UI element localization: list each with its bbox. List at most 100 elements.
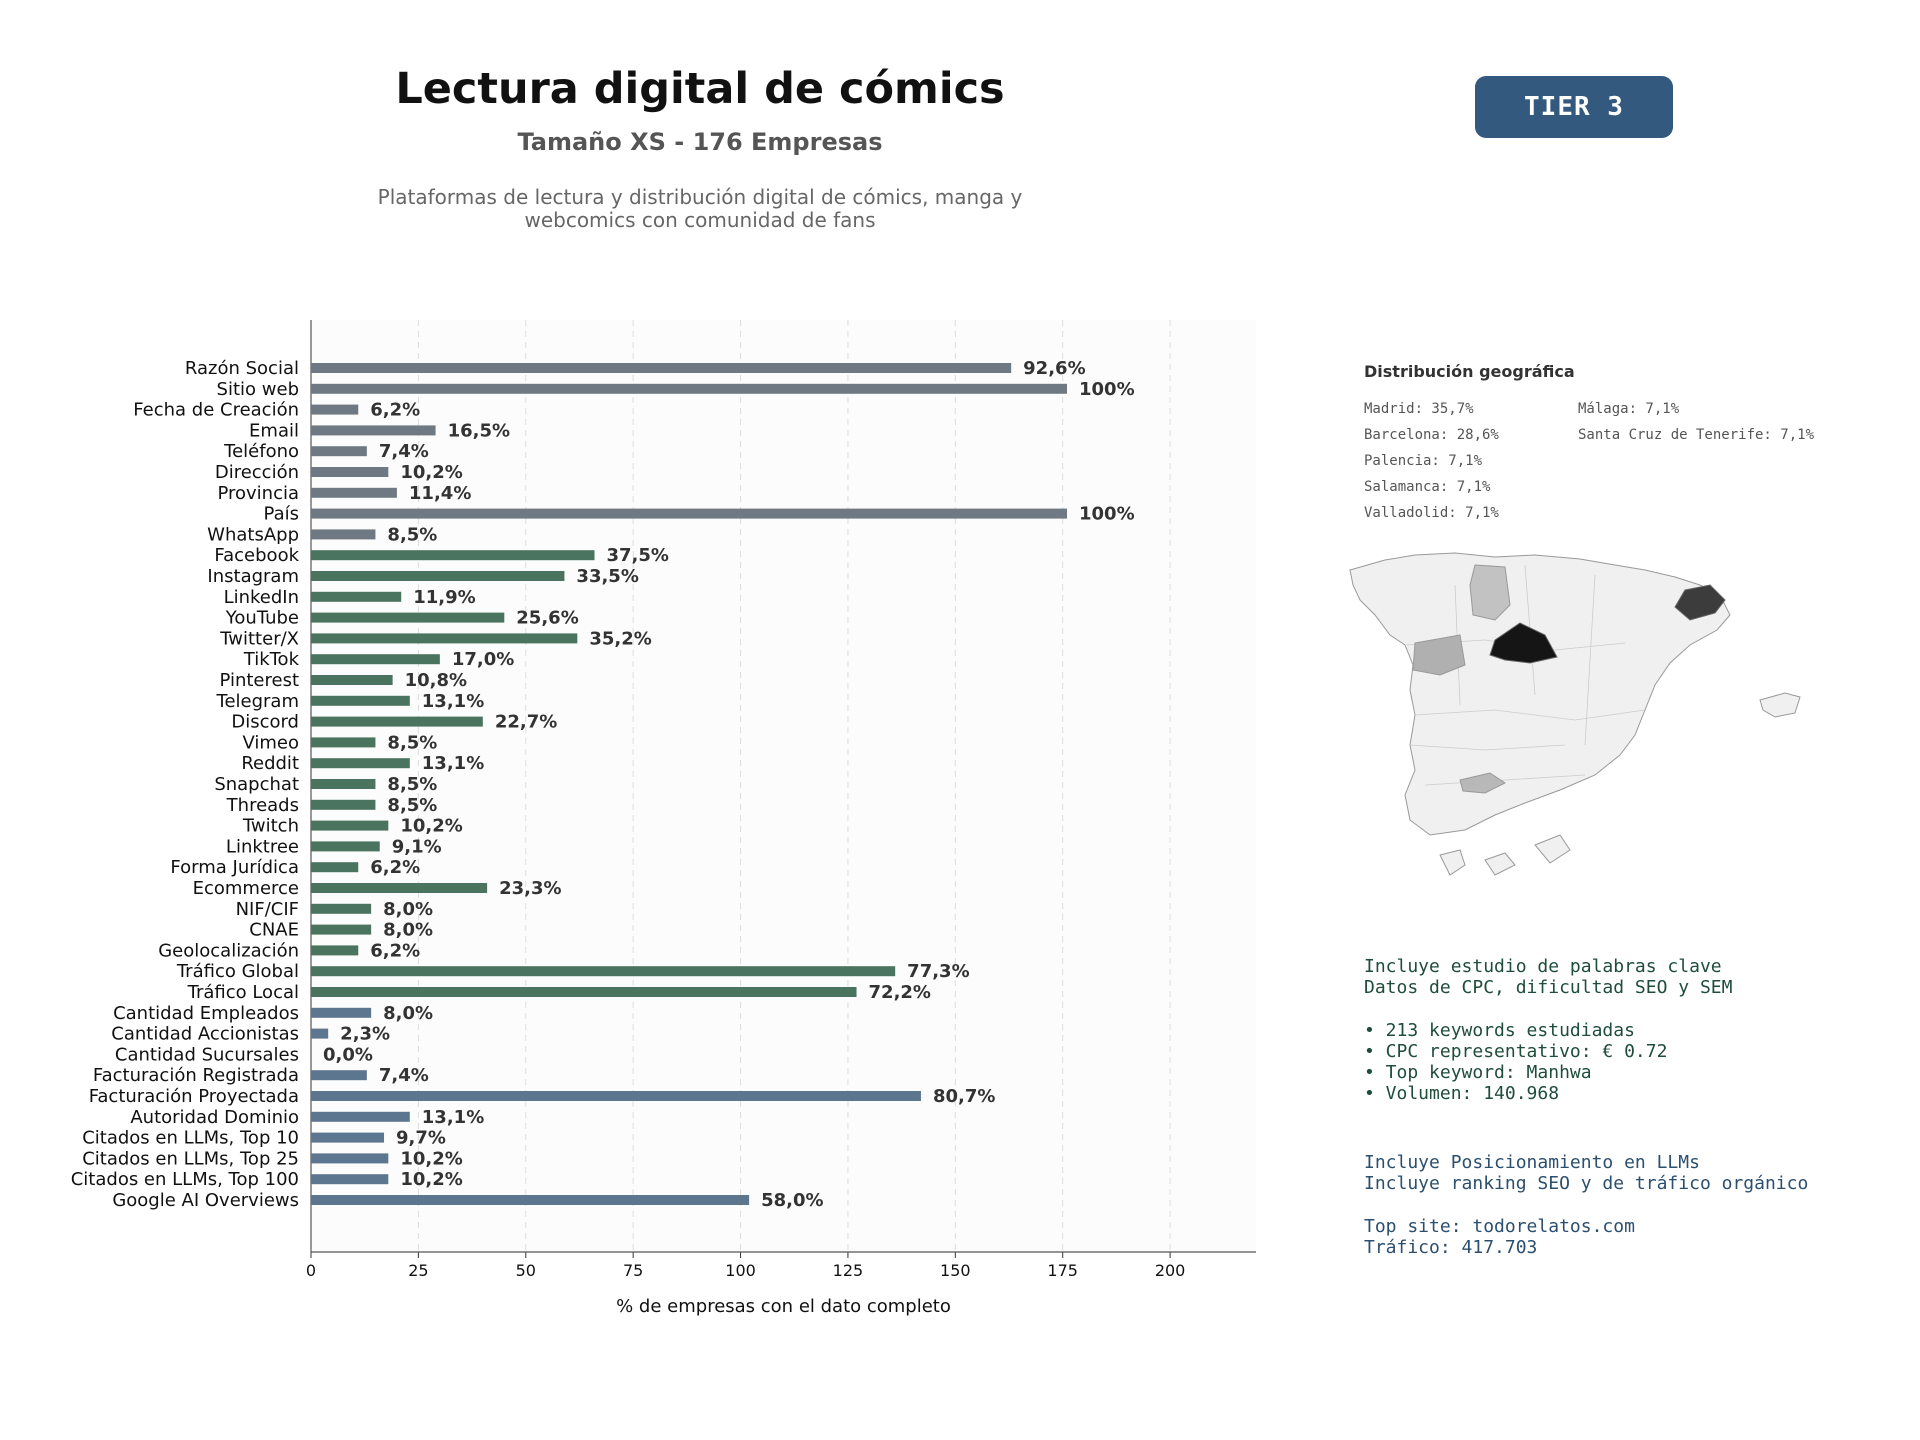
category-label: Facturación Proyectada [89, 1086, 299, 1107]
bar [311, 1028, 329, 1039]
x-tick-label: 0 [306, 1261, 316, 1280]
bar [311, 425, 436, 436]
bar [311, 924, 372, 935]
data-label: 6,2% [370, 857, 420, 878]
category-label: Tráfico Local [187, 982, 299, 1003]
data-label: 100% [1079, 379, 1135, 400]
x-tick-label: 100 [725, 1261, 756, 1280]
bar [311, 987, 857, 997]
bar [311, 862, 359, 873]
category-label: Cantidad Empleados [113, 1003, 299, 1024]
bar [311, 1091, 921, 1101]
category-label: Teléfono [223, 441, 299, 462]
data-label: 17,0% [452, 649, 514, 670]
bar [311, 654, 440, 665]
data-label: 37,5% [607, 545, 669, 566]
bar [311, 487, 397, 498]
category-label: Discord [231, 712, 299, 733]
data-label: 8,0% [383, 1003, 433, 1024]
category-label: WhatsApp [207, 524, 299, 545]
keywords-bullet-4: • Volumen: 140.968 [1364, 1083, 1560, 1104]
bar [311, 591, 402, 602]
x-tick-label: 200 [1155, 1261, 1186, 1280]
bar [311, 945, 359, 956]
data-label: 7,4% [379, 441, 429, 462]
bar [311, 1153, 389, 1164]
x-tick-label: 150 [940, 1261, 971, 1280]
category-label: Reddit [241, 753, 299, 774]
bar [311, 550, 595, 561]
category-label: TikTok [243, 649, 300, 670]
data-label: 8,5% [387, 524, 437, 545]
bar-chart: 0 25 50 75 100 125 150 175 200 % de empresas con … [71, 320, 1256, 1317]
data-label: 92,6% [1023, 358, 1085, 379]
bar [311, 404, 359, 415]
bar [311, 841, 380, 852]
category-label: Facturación Registrada [93, 1065, 299, 1086]
bar [311, 1132, 385, 1143]
bar [311, 883, 488, 893]
category-label: Citados en LLMs, Top 10 [82, 1128, 299, 1149]
category-label: Vimeo [242, 732, 299, 753]
map-region-salamanca [1412, 634, 1466, 676]
data-label: 11,9% [413, 587, 475, 608]
x-axis-label: % de empresas con el dato completo [616, 1296, 951, 1317]
x-tick-label: 175 [1047, 1261, 1078, 1280]
category-label: Citados en LLMs, Top 100 [71, 1169, 299, 1190]
keywords-line-2: Datos de CPC, dificultad SEO y SEM [1364, 977, 1733, 998]
bar [311, 695, 410, 706]
bar [311, 820, 389, 831]
category-label: Cantidad Accionistas [111, 1024, 299, 1045]
category-label: Provincia [217, 483, 299, 504]
map-canarias-3 [1534, 834, 1571, 864]
geo-title: Distribución geográfica [1364, 362, 1575, 381]
category-label: Cantidad Sucursales [115, 1044, 299, 1065]
map-region-madrid [1489, 622, 1558, 664]
data-label: 9,7% [396, 1128, 446, 1149]
geo-item-palencia: Palencia: 7,1% [1364, 453, 1483, 469]
data-label: 22,7% [495, 712, 557, 733]
map-balearics [1759, 692, 1801, 718]
data-label: 9,1% [392, 836, 442, 857]
category-label: Google AI Overviews [112, 1190, 299, 1211]
geo-item-barcelona: Barcelona: 28,6% [1364, 427, 1499, 443]
data-label: 100% [1079, 504, 1135, 525]
bar [311, 529, 376, 540]
data-label: 8,5% [387, 774, 437, 795]
x-tick-label: 50 [516, 1261, 536, 1280]
bar [311, 799, 376, 810]
data-label: 10,2% [400, 816, 462, 837]
data-label: 10,8% [405, 670, 467, 691]
category-label: Twitch [242, 816, 299, 837]
category-label: Snapchat [214, 774, 299, 795]
category-label: NIF/CIF [236, 899, 299, 920]
data-label: 8,5% [387, 732, 437, 753]
category-label: Threads [226, 795, 299, 816]
bar [311, 903, 372, 914]
data-label: 72,2% [869, 982, 931, 1003]
data-label: 80,7% [933, 1086, 995, 1107]
category-label: Telegram [216, 691, 299, 712]
data-label: 13,1% [422, 691, 484, 712]
data-label: 8,5% [387, 795, 437, 816]
bar [311, 612, 505, 623]
llm-line-4: Tráfico: 417.703 [1364, 1237, 1538, 1258]
keywords-bullet-3: • Top keyword: Manhwa [1364, 1062, 1592, 1083]
category-label: País [264, 504, 299, 525]
keywords-bullet-1: • 213 keywords estudiadas [1364, 1020, 1635, 1041]
category-label: Razón Social [185, 358, 299, 379]
data-label: 0,0% [323, 1044, 373, 1065]
bar [311, 467, 389, 477]
category-label: Citados en LLMs, Top 25 [82, 1148, 299, 1169]
keywords-bullet-2: • CPC representativo: € 0.72 [1364, 1041, 1668, 1062]
description-line-1: Plataformas de lectura y distribución di… [377, 185, 1023, 209]
category-label: YouTube [225, 608, 299, 629]
map-canarias-1 [1439, 849, 1466, 876]
bar [311, 571, 565, 581]
category-label: LinkedIn [224, 587, 299, 608]
keywords-line-1: Incluye estudio de palabras clave [1364, 956, 1722, 977]
category-label: Geolocalización [158, 940, 299, 961]
bar [311, 383, 1067, 394]
x-tick-label: 25 [408, 1261, 428, 1280]
spain-map [1349, 552, 1801, 876]
